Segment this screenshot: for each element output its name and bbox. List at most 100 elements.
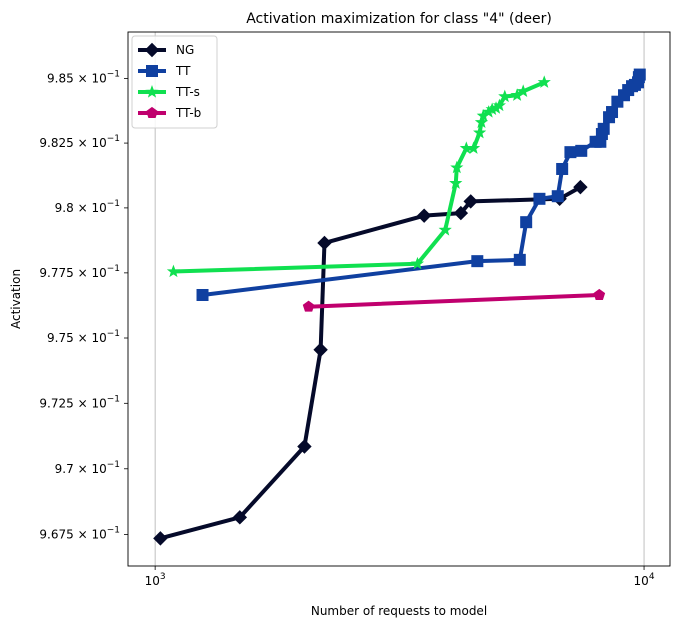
y-tick-label: 9.675 × 10−1 xyxy=(39,525,120,541)
y-tick-base: 10 xyxy=(91,201,106,215)
legend-box xyxy=(131,35,218,129)
y-tick-label: 9.775 × 10−1 xyxy=(39,264,120,280)
series-tt-point xyxy=(597,122,610,135)
series-ng-point xyxy=(153,531,168,546)
y-tick-base: 10 xyxy=(91,396,106,410)
series-tt-point xyxy=(551,190,564,203)
y-tick-label: 9.7 × 10−1 xyxy=(55,460,120,476)
series-tt-point xyxy=(196,288,209,301)
series-tt-s-point xyxy=(466,141,481,154)
y-tick-times: × xyxy=(78,527,92,541)
x-axis-label: Number of requests to model xyxy=(311,604,487,618)
series-tt-s-point xyxy=(492,98,507,112)
legend-item-ng: NG xyxy=(138,42,194,58)
x-axis: 103 104 xyxy=(145,566,655,588)
y-tick-exponent: −1 xyxy=(107,525,120,535)
y-axis-label: Activation xyxy=(9,269,23,329)
legend-tt-point xyxy=(146,65,158,77)
y-tick-mantissa: 9.7 xyxy=(55,462,78,476)
legend-label: TT-s xyxy=(175,85,200,99)
series-ng-point xyxy=(297,439,312,454)
legend-label: TT-b xyxy=(175,106,201,120)
y-axis: 9.675 × 10−19.7 × 10−19.725 × 10−19.75 ×… xyxy=(39,69,128,541)
y-tick-mantissa: 9.825 xyxy=(39,136,77,150)
series-tt-point xyxy=(564,146,577,159)
legend-tt-b-point xyxy=(146,106,158,118)
series-tt-point xyxy=(606,106,619,119)
series-ng-point xyxy=(453,205,469,221)
series-ng-line xyxy=(158,185,583,541)
y-tick-mantissa: 9.85 xyxy=(47,71,78,85)
y-tick-times: × xyxy=(78,266,92,280)
y-tick-exponent: −1 xyxy=(107,460,120,470)
y-tick-exponent: −1 xyxy=(107,394,120,404)
series-ng-point xyxy=(416,208,432,223)
y-tick-base: 10 xyxy=(91,331,106,345)
series-tt-s-point xyxy=(410,256,425,270)
x-tick-exponent: 4 xyxy=(649,572,655,582)
plot-frame xyxy=(127,31,671,567)
y-tick-mantissa: 9.675 xyxy=(39,527,77,541)
y-tick-exponent: −1 xyxy=(107,329,120,339)
y-tick-label: 9.75 × 10−1 xyxy=(47,329,120,345)
series-ng-point xyxy=(313,342,328,357)
series-tt-b-line xyxy=(306,292,602,309)
series-tt-point xyxy=(556,162,569,175)
series-tt-point xyxy=(513,253,526,266)
series-tt-s xyxy=(166,75,551,278)
x-tick-base: 10 xyxy=(634,574,649,588)
series-ng-point xyxy=(463,194,478,209)
y-tick-label: 9.825 × 10−1 xyxy=(39,134,120,150)
series-tt-s-point xyxy=(450,160,464,174)
series-tt-point xyxy=(633,68,646,81)
y-tick-label: 9.725 × 10−1 xyxy=(39,394,120,410)
legend-label: TT xyxy=(175,64,191,78)
y-tick-exponent: −1 xyxy=(107,264,120,274)
series-tt-b xyxy=(302,288,606,312)
y-tick-times: × xyxy=(78,71,92,85)
y-tick-exponent: −1 xyxy=(107,134,120,144)
legend: NG TT TT-s TT-b xyxy=(131,35,218,129)
series-tt-s-point xyxy=(166,264,181,278)
y-tick-base: 10 xyxy=(91,136,106,150)
series-ng-point xyxy=(232,510,248,525)
x-tick-base: 10 xyxy=(145,574,160,588)
series-tt-s-point xyxy=(449,176,463,189)
series-tt-point xyxy=(575,144,588,157)
y-tick-exponent: −1 xyxy=(107,199,120,209)
x-tick-label: 104 xyxy=(634,572,655,588)
series-tt-s-point xyxy=(498,89,512,103)
y-tick-label: 9.85 × 10−1 xyxy=(47,69,120,85)
y-tick-exponent: −1 xyxy=(107,69,120,79)
y-tick-base: 10 xyxy=(91,71,106,85)
y-tick-times: × xyxy=(78,136,92,150)
series-layer xyxy=(153,68,646,546)
series-tt-s-point xyxy=(474,115,489,128)
series-tt-point xyxy=(611,95,624,108)
y-tick-base: 10 xyxy=(91,527,106,541)
y-tick-times: × xyxy=(78,331,92,345)
y-tick-times: × xyxy=(78,201,92,215)
y-tick-base: 10 xyxy=(91,462,106,476)
series-tt-b-point xyxy=(593,288,606,300)
y-tick-mantissa: 9.75 xyxy=(47,331,78,345)
legend-item-tt-s: TT-s xyxy=(138,85,200,99)
y-tick-mantissa: 9.775 xyxy=(39,266,77,280)
legend-ng-point xyxy=(144,42,160,58)
y-tick-label: 9.8 × 10−1 xyxy=(55,199,120,215)
series-ng-point xyxy=(317,235,332,251)
y-tick-times: × xyxy=(78,462,92,476)
series-tt-b-point xyxy=(302,300,315,312)
series-tt-s-point xyxy=(537,75,551,88)
legend-label: NG xyxy=(176,43,194,57)
series-tt-point xyxy=(533,192,546,205)
x-tick-exponent: 3 xyxy=(160,572,166,582)
legend-tt-s-point xyxy=(145,85,159,98)
chart-title: Activation maximization for class "4" (d… xyxy=(246,11,552,27)
series-tt-s-point xyxy=(438,223,452,236)
series-tt-s-point xyxy=(473,125,487,139)
series-tt-point xyxy=(471,255,484,268)
series-tt-s-point xyxy=(516,84,530,97)
